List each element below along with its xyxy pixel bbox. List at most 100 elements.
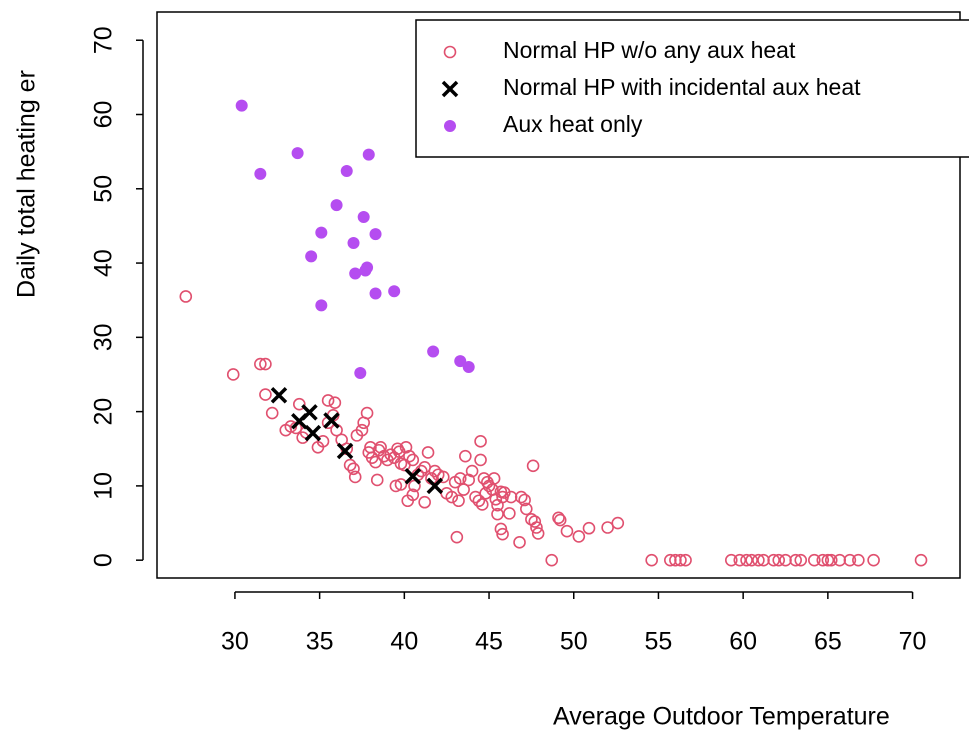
legend: Normal HP w/o any aux heat Normal HP with… bbox=[415, 19, 969, 158]
y-tick-label: 0 bbox=[90, 553, 118, 567]
point bbox=[767, 553, 780, 567]
point bbox=[361, 261, 374, 274]
point bbox=[454, 355, 467, 368]
point bbox=[789, 553, 802, 567]
point bbox=[265, 406, 279, 420]
point bbox=[914, 553, 928, 567]
point bbox=[808, 553, 821, 567]
point bbox=[794, 553, 808, 567]
point bbox=[669, 553, 682, 567]
point bbox=[315, 226, 328, 239]
point bbox=[560, 524, 574, 538]
x-tick-label: 30 bbox=[221, 628, 249, 656]
point bbox=[340, 164, 353, 177]
point bbox=[752, 553, 765, 567]
point bbox=[843, 553, 857, 567]
point bbox=[733, 553, 747, 567]
point bbox=[477, 472, 491, 485]
legend-label: Normal HP with incidental aux heat bbox=[503, 74, 861, 100]
series bbox=[179, 290, 928, 567]
point bbox=[503, 507, 516, 520]
y-tick-label: 20 bbox=[90, 398, 118, 426]
point bbox=[664, 553, 677, 567]
point bbox=[254, 357, 267, 371]
y-tick-label: 40 bbox=[90, 249, 118, 277]
x-tick-label: 40 bbox=[390, 628, 418, 656]
x-axis-label: Average Outdoor Temperature bbox=[553, 703, 890, 731]
point bbox=[370, 473, 384, 487]
point bbox=[679, 553, 692, 567]
y-axis-label: Daily total heating er bbox=[13, 70, 41, 298]
series bbox=[270, 387, 444, 495]
point bbox=[757, 553, 770, 567]
point bbox=[315, 299, 328, 312]
point bbox=[852, 553, 865, 567]
point bbox=[553, 513, 567, 527]
x-tick-label: 60 bbox=[729, 628, 757, 656]
legend-label: Normal HP w/o any aux heat bbox=[503, 37, 796, 63]
point bbox=[821, 553, 835, 567]
plot-frame bbox=[156, 11, 961, 579]
point bbox=[496, 527, 509, 541]
point bbox=[369, 287, 382, 300]
point bbox=[403, 449, 416, 463]
point bbox=[779, 553, 792, 567]
point bbox=[348, 470, 362, 484]
point bbox=[426, 477, 444, 495]
point bbox=[360, 406, 374, 420]
legend-label: Aux heat only bbox=[503, 111, 643, 137]
y-tick-label: 50 bbox=[90, 175, 118, 203]
point bbox=[772, 553, 786, 567]
point bbox=[674, 553, 687, 567]
legend-marker bbox=[443, 45, 457, 59]
y-tick-label: 60 bbox=[90, 101, 118, 129]
point bbox=[833, 553, 847, 567]
point bbox=[328, 396, 342, 410]
x-tick-label: 45 bbox=[475, 628, 503, 656]
point bbox=[301, 404, 318, 421]
y-tick-label: 10 bbox=[90, 472, 118, 500]
point bbox=[304, 424, 322, 442]
point bbox=[552, 511, 565, 525]
point bbox=[474, 453, 487, 467]
point bbox=[445, 490, 459, 504]
x-tick-label: 65 bbox=[814, 628, 842, 656]
point bbox=[513, 536, 526, 549]
point bbox=[404, 468, 422, 485]
point bbox=[316, 435, 330, 448]
point bbox=[481, 475, 494, 489]
point bbox=[457, 483, 470, 496]
point bbox=[179, 290, 193, 303]
point bbox=[601, 521, 614, 534]
point bbox=[452, 494, 465, 508]
point bbox=[497, 486, 511, 499]
point bbox=[545, 553, 559, 567]
series bbox=[235, 99, 475, 379]
point bbox=[336, 442, 354, 460]
point bbox=[518, 493, 531, 507]
point bbox=[475, 498, 489, 511]
point bbox=[392, 445, 406, 459]
legend-box bbox=[415, 19, 969, 158]
point bbox=[520, 502, 533, 516]
point bbox=[323, 412, 340, 429]
point bbox=[349, 267, 362, 280]
point bbox=[453, 472, 467, 485]
point bbox=[459, 449, 472, 463]
x-tick-label: 70 bbox=[899, 628, 927, 656]
point bbox=[462, 361, 475, 374]
point bbox=[343, 458, 357, 472]
point bbox=[427, 345, 440, 358]
point bbox=[321, 394, 335, 407]
point bbox=[504, 490, 518, 504]
point bbox=[437, 470, 450, 484]
point bbox=[745, 553, 758, 567]
point bbox=[389, 479, 403, 493]
point bbox=[465, 464, 479, 478]
point bbox=[357, 211, 370, 224]
point bbox=[472, 494, 486, 508]
point bbox=[259, 357, 272, 371]
point bbox=[293, 397, 306, 411]
